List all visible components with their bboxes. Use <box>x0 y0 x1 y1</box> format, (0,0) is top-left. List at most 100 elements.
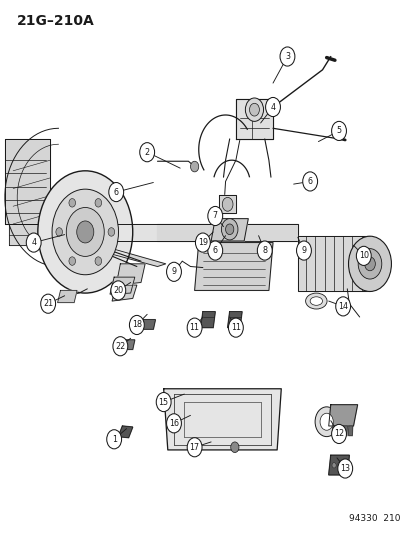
Circle shape <box>187 318 202 337</box>
Text: 10: 10 <box>358 252 368 260</box>
Circle shape <box>52 189 118 274</box>
Circle shape <box>245 98 263 122</box>
Circle shape <box>221 219 237 240</box>
Circle shape <box>108 228 114 236</box>
Circle shape <box>113 337 128 356</box>
Circle shape <box>95 199 101 207</box>
Text: 4: 4 <box>270 102 275 111</box>
Circle shape <box>265 98 280 117</box>
Circle shape <box>228 318 243 337</box>
Circle shape <box>356 246 370 265</box>
Polygon shape <box>348 426 352 435</box>
Text: 94330  210: 94330 210 <box>349 514 400 523</box>
Circle shape <box>249 103 259 116</box>
Circle shape <box>337 459 352 478</box>
Text: 6: 6 <box>114 188 119 197</box>
Text: 8: 8 <box>261 246 267 255</box>
Circle shape <box>257 241 271 260</box>
Circle shape <box>348 236 391 292</box>
Polygon shape <box>79 241 165 266</box>
Circle shape <box>331 424 346 443</box>
Polygon shape <box>211 219 248 241</box>
Circle shape <box>319 413 332 430</box>
Ellipse shape <box>309 297 322 305</box>
Circle shape <box>279 47 294 66</box>
Text: 19: 19 <box>197 238 207 247</box>
Polygon shape <box>57 290 77 303</box>
Circle shape <box>225 224 233 235</box>
Text: 4: 4 <box>31 238 36 247</box>
Circle shape <box>357 248 381 279</box>
Circle shape <box>302 172 317 191</box>
Text: 12: 12 <box>333 430 343 439</box>
Text: 21: 21 <box>43 299 53 308</box>
Circle shape <box>166 414 181 433</box>
Polygon shape <box>85 224 297 241</box>
Circle shape <box>107 430 121 449</box>
Text: 17: 17 <box>189 443 199 452</box>
Circle shape <box>166 262 181 281</box>
Circle shape <box>109 182 123 201</box>
Text: 13: 13 <box>339 464 349 473</box>
Polygon shape <box>5 139 50 224</box>
Polygon shape <box>163 389 280 450</box>
Circle shape <box>314 407 337 437</box>
Polygon shape <box>219 195 235 213</box>
Circle shape <box>76 221 94 243</box>
Polygon shape <box>194 243 272 290</box>
Circle shape <box>207 206 222 225</box>
Text: 14: 14 <box>337 302 347 311</box>
Polygon shape <box>141 320 155 329</box>
Circle shape <box>222 197 233 211</box>
Polygon shape <box>118 426 133 438</box>
Polygon shape <box>157 224 297 241</box>
Circle shape <box>69 199 75 207</box>
Polygon shape <box>328 455 349 475</box>
Polygon shape <box>200 312 215 328</box>
Text: 16: 16 <box>169 419 178 428</box>
Polygon shape <box>120 340 135 350</box>
Polygon shape <box>112 285 137 301</box>
Circle shape <box>38 171 133 293</box>
Text: 3: 3 <box>284 52 289 61</box>
Polygon shape <box>227 312 242 328</box>
Polygon shape <box>342 426 347 435</box>
Polygon shape <box>337 426 341 435</box>
Text: 18: 18 <box>131 320 142 329</box>
Text: 9: 9 <box>301 246 306 255</box>
Text: 6: 6 <box>212 246 217 255</box>
Text: 11: 11 <box>189 323 199 332</box>
Circle shape <box>66 207 104 256</box>
Circle shape <box>195 233 210 252</box>
Polygon shape <box>332 426 336 435</box>
Circle shape <box>69 257 75 265</box>
Circle shape <box>26 233 41 252</box>
Text: 21G–210A: 21G–210A <box>17 14 95 28</box>
Text: 15: 15 <box>158 398 169 407</box>
Circle shape <box>331 463 335 468</box>
Circle shape <box>296 241 311 260</box>
Polygon shape <box>110 277 135 294</box>
Circle shape <box>364 257 375 271</box>
Circle shape <box>335 297 350 316</box>
Text: 20: 20 <box>113 286 123 295</box>
Text: 5: 5 <box>336 126 341 135</box>
Circle shape <box>187 438 202 457</box>
Text: 2: 2 <box>144 148 150 157</box>
Circle shape <box>140 143 154 162</box>
Polygon shape <box>297 236 369 292</box>
Text: 7: 7 <box>212 212 217 221</box>
Circle shape <box>342 463 346 468</box>
Circle shape <box>156 392 171 411</box>
Circle shape <box>95 257 101 265</box>
Ellipse shape <box>305 293 326 309</box>
Circle shape <box>337 463 341 468</box>
Circle shape <box>56 228 62 236</box>
Text: 6: 6 <box>307 177 312 186</box>
Circle shape <box>230 442 238 453</box>
Polygon shape <box>9 224 71 245</box>
Circle shape <box>111 281 126 300</box>
Circle shape <box>129 316 144 335</box>
Circle shape <box>190 161 198 172</box>
Polygon shape <box>328 405 357 426</box>
